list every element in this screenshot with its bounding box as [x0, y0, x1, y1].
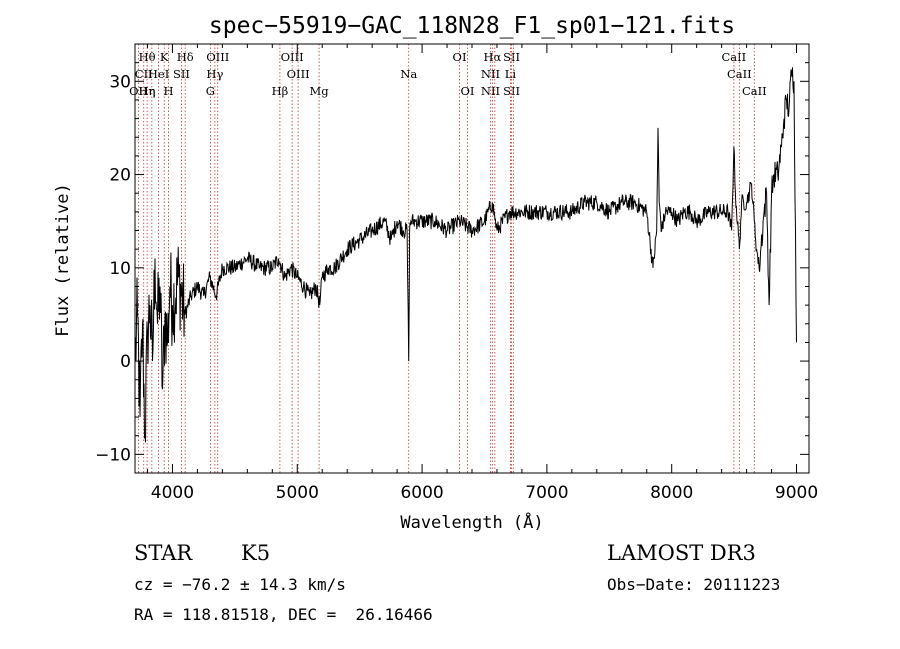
line-id-label: OI — [453, 50, 467, 64]
observation-date: Obs−Date: 20111223 — [607, 575, 781, 594]
x-tick-label: 8000 — [650, 483, 693, 503]
x-tick-label: 9000 — [775, 483, 818, 503]
line-id-label: Mg — [310, 84, 330, 98]
line-id-label: HeI — [148, 67, 169, 81]
line-id-label: Hη — [139, 84, 156, 98]
line-id-label: SII — [503, 84, 520, 98]
y-tick-label: 10 — [109, 259, 131, 279]
y-tick-label: −10 — [95, 445, 131, 465]
line-id-label: Na — [400, 67, 417, 81]
x-tick-label: 5000 — [276, 483, 319, 503]
plot-background — [135, 44, 809, 473]
line-id-label: OIII — [206, 50, 229, 64]
line-id-label: K — [160, 50, 169, 64]
line-id-label: Hγ — [206, 67, 223, 81]
line-id-label: CaII — [721, 50, 746, 64]
y-tick-label: 20 — [109, 166, 131, 186]
chart-title: spec−55919−GAC_118N28_F1_sp01−121.fits — [209, 13, 735, 39]
line-id-label: OII — [129, 84, 148, 98]
spectral-subclass: K5 — [241, 541, 271, 565]
x-tick-label: 7000 — [525, 483, 568, 503]
spectrum-series — [134, 67, 797, 443]
line-id-label: Hδ — [177, 50, 194, 64]
line-id-label: OI — [461, 84, 475, 98]
x-tick-label: 4000 — [151, 483, 194, 503]
x-axis-label: Wavelength (Å) — [400, 511, 543, 533]
line-id-label: OIII — [287, 67, 310, 81]
line-identifiers: OIICIIHθHηηHeIKHSIIHδGHγOIIIHβOIIIOIIIMg… — [129, 44, 767, 473]
line-id-label: SII — [173, 67, 190, 81]
line-id-label: CaII — [742, 84, 767, 98]
line-id-label: NII — [481, 67, 500, 81]
x-tick-label: 6000 — [400, 483, 443, 503]
y-axis-label: Flux (relative) — [53, 183, 73, 337]
object-class: STAR — [134, 541, 193, 565]
survey-label: LAMOST DR3 — [607, 541, 756, 565]
line-id-label: η — [148, 84, 155, 98]
line-id-label: Hθ — [139, 50, 156, 64]
line-id-label: Hβ — [272, 84, 289, 98]
line-id-label: CII — [135, 67, 153, 81]
line-id-label: SII — [503, 50, 520, 64]
spectrum-line — [134, 67, 797, 443]
y-tick-label: 30 — [109, 72, 131, 92]
line-id-label: NII — [481, 84, 500, 98]
line-id-label: G — [206, 84, 215, 98]
line-id-label: OIII — [281, 50, 304, 64]
line-id-label: Li — [505, 67, 517, 81]
redshift-readout: cz = −76.2 ± 14.3 km/s — [134, 575, 346, 594]
axis-ticks: 4000 5000 6000 7000 8000 9000 −10 0 10 20 30 — [95, 43, 818, 503]
y-tick-label: 0 — [120, 352, 131, 372]
coordinates-readout: RA = 118.81518, DEC = 26.16466 — [134, 605, 433, 624]
line-id-label: H — [164, 84, 174, 98]
line-id-label: CaII — [727, 67, 752, 81]
line-id-label: Hα — [483, 50, 501, 64]
